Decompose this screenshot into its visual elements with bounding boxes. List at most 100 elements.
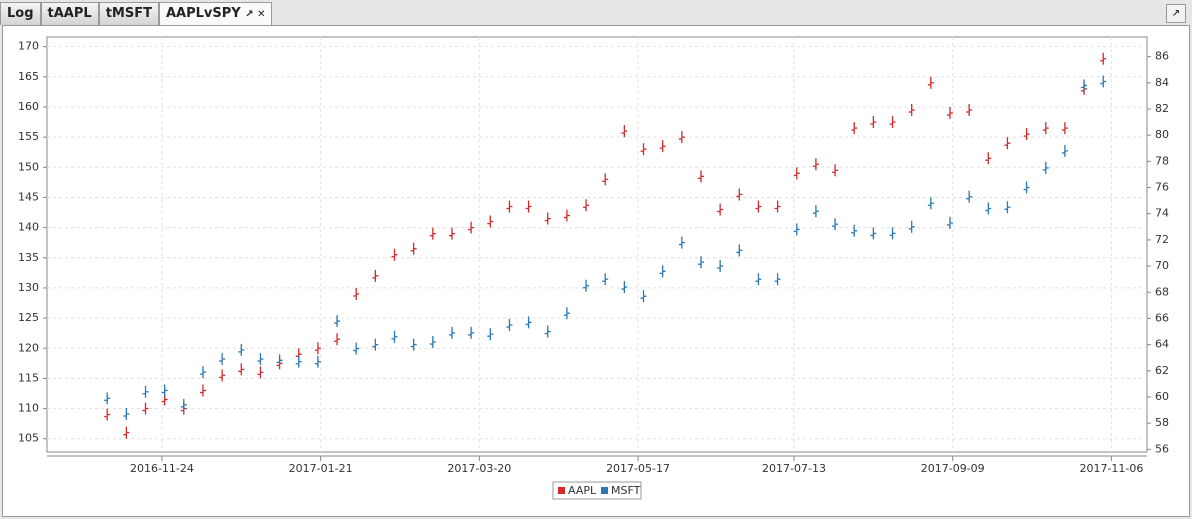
price-bar [832, 164, 839, 177]
price-bar [927, 197, 934, 210]
price-bar [774, 273, 781, 286]
price-bar [966, 190, 973, 203]
price-bar [774, 200, 781, 213]
price-bar [640, 143, 647, 156]
price-bar [257, 366, 264, 379]
legend-label: AAPL [568, 484, 597, 497]
price-bar [238, 343, 245, 356]
price-bar [832, 218, 839, 231]
price-bar [334, 333, 341, 346]
x-tick-label: 2017-09-09 [921, 462, 985, 475]
y2-tick-label: 84 [1155, 76, 1169, 89]
price-bar [717, 260, 724, 273]
price-bar [104, 392, 111, 405]
y2-tick-label: 82 [1155, 102, 1169, 115]
price-bar [468, 326, 475, 339]
price-bar [219, 353, 226, 366]
price-bar [908, 220, 915, 233]
price-bar [142, 402, 149, 415]
price-bar [123, 426, 130, 439]
y-tick-label: 135 [18, 251, 39, 264]
price-bar [219, 369, 226, 382]
y2-tick-label: 80 [1155, 128, 1169, 141]
price-bar [525, 316, 532, 329]
tab[interactable]: tAAPL [40, 2, 99, 25]
price-bar [1081, 79, 1088, 92]
price-bar [583, 279, 590, 292]
y-tick-label: 120 [18, 341, 39, 354]
price-bar [487, 328, 494, 341]
price-bar [755, 273, 762, 286]
price-bar [161, 384, 168, 397]
legend-swatch [601, 487, 608, 494]
y2-tick-label: 56 [1155, 442, 1169, 455]
tab[interactable]: tMSFT [98, 2, 159, 25]
price-bar [793, 223, 800, 236]
price-bar [1004, 137, 1011, 150]
price-bar [314, 355, 321, 368]
y2-tick-label: 62 [1155, 364, 1169, 377]
y2-tick-label: 64 [1155, 338, 1169, 351]
price-bar [391, 248, 398, 261]
price-bar [678, 131, 685, 144]
price-bar [104, 408, 111, 421]
price-bar [908, 103, 915, 116]
legend-label: MSFT [611, 484, 641, 497]
y-tick-label: 150 [18, 160, 39, 173]
y-tick-label: 155 [18, 130, 39, 143]
y-tick-label: 125 [18, 311, 39, 324]
price-bar [391, 330, 398, 343]
price-bar [180, 398, 187, 411]
y2-tick-label: 86 [1155, 50, 1169, 63]
price-bar [276, 354, 283, 367]
price-bar [946, 216, 953, 229]
maximize-button[interactable]: ↗ [1166, 4, 1186, 23]
price-bar [506, 200, 513, 213]
price-bar [410, 338, 417, 351]
price-bar [563, 209, 570, 222]
price-bar [448, 227, 455, 240]
tab[interactable]: AAPLvSPY ↗ ✕ [158, 2, 273, 25]
tab-bar: Log tAAPL tMSFT AAPLvSPY ↗ ✕ [0, 0, 273, 25]
price-bar [353, 342, 360, 355]
price-bar [621, 125, 628, 138]
y2-tick-label: 78 [1155, 154, 1169, 167]
price-bar [142, 385, 149, 398]
legend-box [552, 481, 642, 500]
price-bar [429, 227, 436, 240]
x-tick-label: 2017-03-20 [447, 462, 511, 475]
y2-tick-label: 60 [1155, 390, 1169, 403]
price-bar [927, 76, 934, 89]
price-bar [506, 319, 513, 332]
price-bar [199, 366, 206, 379]
price-bar [563, 307, 570, 320]
price-bar [525, 200, 532, 213]
price-bar [1042, 122, 1049, 135]
y-tick-label: 130 [18, 281, 39, 294]
price-bar [697, 170, 704, 183]
price-bar [851, 122, 858, 135]
price-bar [544, 212, 551, 225]
price-bar [870, 227, 877, 240]
price-bar [372, 338, 379, 351]
y-tick-label: 115 [18, 371, 39, 384]
price-bar [468, 221, 475, 234]
y-tick-label: 140 [18, 221, 39, 234]
price-bar [1061, 122, 1068, 135]
y-tick-label: 145 [18, 190, 39, 203]
price-bar [1100, 52, 1107, 65]
tab[interactable]: Log [0, 2, 41, 25]
y2-tick-label: 76 [1155, 181, 1169, 194]
price-bar [659, 140, 666, 153]
price-bar [851, 224, 858, 237]
x-tick-label: 2016-11-24 [130, 462, 194, 475]
price-bar [812, 158, 819, 171]
tab-label[interactable]: AAPLvSPY [165, 6, 241, 21]
y-tick-label: 110 [18, 402, 39, 415]
price-bar [1061, 144, 1068, 157]
y2-tick-label: 68 [1155, 285, 1169, 298]
price-bar [123, 408, 130, 421]
price-bar [544, 325, 551, 338]
